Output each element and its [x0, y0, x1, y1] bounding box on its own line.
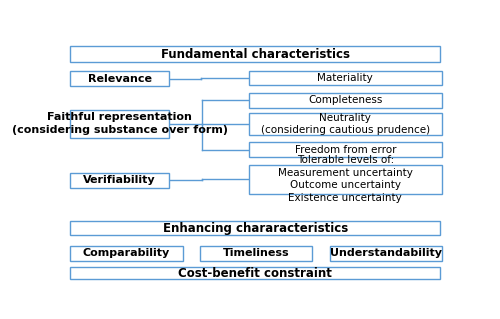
FancyBboxPatch shape [248, 142, 442, 157]
FancyBboxPatch shape [70, 267, 440, 279]
FancyBboxPatch shape [200, 246, 312, 261]
FancyBboxPatch shape [70, 221, 440, 235]
Text: Comparability: Comparability [83, 249, 170, 258]
Text: Tolerable levels of:
Measurement uncertainty
Outcome uncertainty
Existence uncer: Tolerable levels of: Measurement uncerta… [278, 155, 413, 203]
Text: Faithful representation
(considering substance over form): Faithful representation (considering sub… [12, 112, 228, 135]
FancyBboxPatch shape [248, 71, 442, 85]
FancyBboxPatch shape [248, 93, 442, 108]
Text: Fundamental characteristics: Fundamental characteristics [161, 48, 350, 61]
FancyBboxPatch shape [248, 165, 442, 194]
FancyBboxPatch shape [70, 246, 182, 261]
Text: Completeness: Completeness [308, 95, 382, 105]
Text: Verifiability: Verifiability [84, 175, 156, 186]
Text: Enhancing chararacteristics: Enhancing chararacteristics [162, 222, 348, 235]
FancyBboxPatch shape [330, 246, 442, 261]
FancyBboxPatch shape [248, 113, 442, 135]
FancyBboxPatch shape [70, 46, 440, 62]
Text: Understandability: Understandability [330, 249, 442, 258]
Text: Relevance: Relevance [88, 74, 152, 84]
Text: Neutrality
(considering cautious prudence): Neutrality (considering cautious prudenc… [261, 113, 430, 135]
Text: Freedom from error: Freedom from error [294, 145, 396, 154]
Text: Materiality: Materiality [318, 73, 373, 83]
FancyBboxPatch shape [70, 71, 169, 86]
Text: Timeliness: Timeliness [223, 249, 290, 258]
FancyBboxPatch shape [70, 109, 169, 138]
Text: Cost-benefit constraint: Cost-benefit constraint [178, 267, 332, 279]
FancyBboxPatch shape [70, 173, 169, 188]
